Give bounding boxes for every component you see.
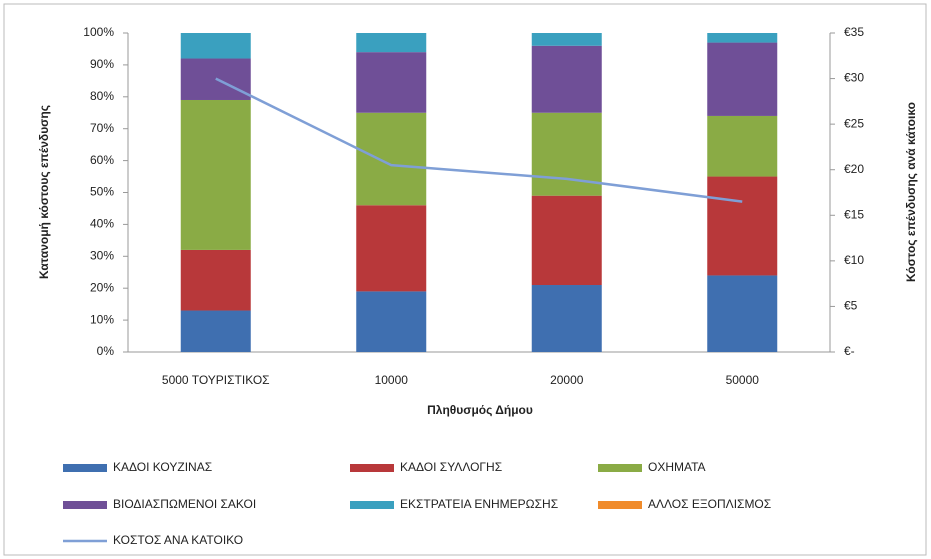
bar-segment: [531, 45, 602, 113]
bar-segment: [180, 310, 251, 352]
y-tick-label: 90%: [90, 57, 114, 71]
bar-segment: [180, 249, 251, 311]
bar-segment: [180, 99, 251, 250]
bar-segment: [356, 205, 427, 292]
x-tick-label: 5000 ΤΟΥΡΙΣΤΙΚΟΣ: [162, 373, 270, 387]
bar-segment: [707, 42, 778, 116]
legend-swatch: [350, 464, 394, 472]
y-tick-label: 10%: [90, 312, 114, 326]
y-tick-label: 70%: [90, 121, 114, 135]
bar-segment: [531, 195, 602, 286]
legend-label: ΕΚΣΤΡΑΤΕΙΑ ΕΝΗΜΕΡΩΣΗΣ: [400, 497, 558, 511]
y2-tick-label: €25: [844, 116, 864, 130]
x-tick-label: 50000: [726, 373, 760, 387]
legend-swatch: [63, 464, 107, 472]
legend-label: ΚΑΔΟΙ ΣΥΛΛΟΓΗΣ: [400, 460, 502, 474]
y2-axis-title: Κόστος επένδυσης ανά κάτοικο: [904, 102, 918, 282]
legend-label: ΑΛΛΟΣ ΕΞΟΠΛΙΣΜΟΣ: [648, 497, 771, 511]
y-tick-label: 40%: [90, 217, 114, 231]
bar-segment: [531, 285, 602, 352]
y2-tick-label: €-: [844, 344, 855, 358]
y-tick-label: 20%: [90, 280, 114, 294]
bar-segment: [707, 176, 778, 276]
y-tick-label: 50%: [90, 185, 114, 199]
y2-tick-label: €10: [844, 253, 864, 267]
y-tick-label: 80%: [90, 89, 114, 103]
bar-segment: [707, 275, 778, 352]
legend-swatch: [598, 464, 642, 472]
legend-swatch: [350, 501, 394, 509]
bar-segment: [356, 291, 427, 352]
bar-segment: [356, 112, 427, 206]
y-tick-label: 60%: [90, 153, 114, 167]
line: [215, 77, 743, 203]
y2-tick-label: €15: [844, 207, 864, 221]
y2-tick-label: €5: [844, 299, 858, 313]
bar-segment: [707, 115, 778, 177]
bar-segment: [356, 52, 427, 113]
bar-segment: [707, 33, 778, 43]
x-tick-label: 10000: [375, 373, 409, 387]
legend-swatch: [598, 501, 642, 509]
x-axis-title: Πληθυσμός Δήμου: [427, 403, 533, 417]
y2-tick-label: €30: [844, 71, 864, 85]
y2-tick-label: €20: [844, 162, 864, 176]
y2-tick-label: €35: [844, 25, 864, 39]
bar-segment: [180, 33, 251, 59]
legend-label: ΚΟΣΤΟΣ ΑΝΑ ΚΑΤΟΙΚΟ: [113, 533, 243, 547]
legend-label: ΚΑΔΟΙ ΚΟΥΖΙΝΑΣ: [113, 460, 212, 474]
bar-segment: [356, 33, 427, 53]
y-tick-label: 0%: [97, 344, 115, 358]
bar-segment: [531, 33, 602, 46]
legend-label: ΟΧΗΜΑΤΑ: [648, 460, 706, 474]
y-tick-label: 100%: [83, 25, 114, 39]
legend-label: ΒΙΟΔΙΑΣΠΩΜΕΝΟΙ ΣΑΚΟΙ: [113, 497, 256, 511]
y-tick-label: 30%: [90, 248, 114, 262]
legend-swatch: [63, 501, 107, 509]
x-tick-label: 20000: [550, 373, 584, 387]
y-axis-title: Κατανομή κόστους επένδυσης: [37, 105, 51, 279]
